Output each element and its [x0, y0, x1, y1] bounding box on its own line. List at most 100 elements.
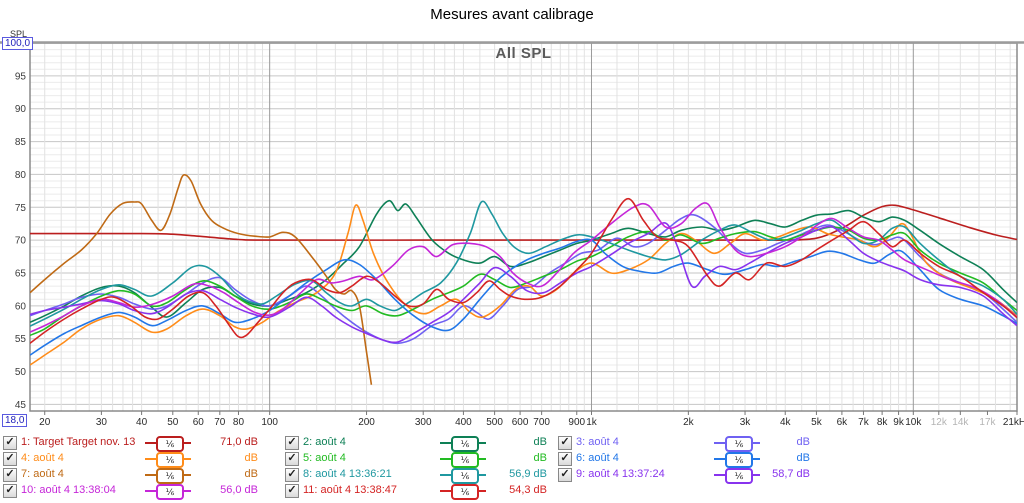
- x-axis-label: 21kHz: [1003, 417, 1024, 428]
- smoothing-badge[interactable]: ⅙: [156, 468, 184, 484]
- x-axis-min-input[interactable]: 18,0: [2, 414, 28, 427]
- legend-checkbox[interactable]: ✓: [285, 468, 299, 482]
- legend-label: 5: août 4: [303, 452, 346, 464]
- y-axis-name-label: SPL: [10, 29, 28, 39]
- spl-curves: [30, 174, 1017, 385]
- x-axis-label: 50: [167, 417, 179, 428]
- y-axis-label: 95: [15, 71, 27, 82]
- spl-curve-1: [30, 204, 1017, 242]
- smoothing-badge[interactable]: ⅙: [156, 484, 184, 500]
- legend-label: 4: août 4: [21, 452, 64, 464]
- x-axis-label: 1k: [586, 417, 598, 428]
- x-axis-labels: 20 30 40 50 60 70 80 100 200 300 400 500 600 700 900 1k…: [39, 411, 1024, 428]
- x-axis-label: 14k: [952, 417, 969, 428]
- smoothing-badge[interactable]: ⅙: [451, 484, 479, 500]
- smoothing-badge[interactable]: ⅙: [156, 436, 184, 452]
- y-axis-label: 65: [15, 269, 27, 280]
- legend-value: dB: [796, 452, 810, 464]
- legend-checkbox[interactable]: ✓: [3, 468, 17, 482]
- legend-label: 7: août 4: [21, 468, 64, 480]
- legend-label: 3: août 4: [576, 436, 619, 448]
- y-axis-label: 85: [15, 137, 27, 148]
- smoothing-badge[interactable]: ⅙: [725, 468, 753, 484]
- x-axis-label: 5k: [811, 417, 823, 428]
- y-axis-label: 45: [15, 400, 27, 411]
- smoothing-badge[interactable]: ⅙: [451, 468, 479, 484]
- legend-checkbox[interactable]: ✓: [3, 436, 17, 450]
- legend-label: 1: Target Target nov. 13: [21, 436, 136, 448]
- smoothing-badge[interactable]: ⅙: [451, 436, 479, 452]
- x-axis-label: 500: [486, 417, 503, 428]
- legend-value: dB: [533, 436, 547, 448]
- y-axis-labels: 95 90 85 80 75 70 65 60 55 50 45: [15, 71, 27, 411]
- x-axis-label: 80: [233, 417, 245, 428]
- spl-curve-4: [30, 204, 1017, 366]
- x-axis-label: 8k: [877, 417, 889, 428]
- legend-label: 8: août 4 13:36:21: [303, 468, 392, 480]
- x-axis-label: 9k: [893, 417, 905, 428]
- legend-value: dB: [533, 452, 547, 464]
- y-axis-label: 60: [15, 301, 27, 312]
- legend-checkbox[interactable]: ✓: [3, 452, 17, 466]
- spl-curve-2: [30, 199, 1017, 324]
- x-axis-label: 200: [358, 417, 375, 428]
- smoothing-badge[interactable]: ⅙: [725, 436, 753, 452]
- x-axis-label: 70: [214, 417, 226, 428]
- x-axis-label: 400: [455, 417, 472, 428]
- x-axis-label: 20: [39, 417, 51, 428]
- window-title: Mesures avant calibrage: [430, 6, 594, 23]
- x-axis-label: 900: [568, 417, 585, 428]
- legend-value: 56,0 dB: [220, 484, 258, 496]
- legend-value: dB: [244, 452, 258, 464]
- legend-checkbox[interactable]: ✓: [285, 436, 299, 450]
- spl-curve-3: [30, 213, 1017, 345]
- legend-label: 10: août 4 13:38:04: [21, 484, 116, 496]
- legend-value: 54,3 dB: [509, 484, 547, 496]
- x-axis-label: 17k: [979, 417, 996, 428]
- x-axis-label: 12k: [931, 417, 948, 428]
- legend-checkbox[interactable]: ✓: [558, 452, 572, 466]
- legend-label: 2: août 4: [303, 436, 346, 448]
- x-axis-label: 300: [415, 417, 432, 428]
- legend-value: 58,7 dB: [772, 468, 810, 480]
- legend-value: 56,9 dB: [509, 468, 547, 480]
- y-axis-label: 55: [15, 334, 27, 345]
- x-axis-label: 4k: [780, 417, 792, 428]
- legend-value: dB: [796, 436, 810, 448]
- legend-label: 9: août 4 13:37:24: [576, 468, 665, 480]
- smoothing-badge[interactable]: ⅙: [156, 452, 184, 468]
- y-axis-max-input[interactable]: 100,0: [2, 37, 34, 50]
- legend-value: dB: [244, 468, 258, 480]
- y-axis-label: 75: [15, 203, 27, 214]
- spl-curve-8: [30, 200, 1017, 327]
- smoothing-badge[interactable]: ⅙: [451, 452, 479, 468]
- y-axis-label: 90: [15, 104, 27, 115]
- x-axis-label: 7k: [858, 417, 870, 428]
- x-axis-label: 600: [512, 417, 529, 428]
- y-axis-label: 80: [15, 170, 27, 181]
- x-axis-label: 10k: [905, 417, 922, 428]
- x-axis-label: 2k: [683, 417, 695, 428]
- legend-value: 71,0 dB: [220, 436, 258, 448]
- x-axis-label: 60: [193, 417, 205, 428]
- spl-curve-7: [30, 174, 373, 385]
- x-axis-label: 700: [533, 417, 550, 428]
- legend-checkbox[interactable]: ✓: [558, 468, 572, 482]
- legend-checkbox[interactable]: ✓: [285, 452, 299, 466]
- graph-title: All SPL: [495, 45, 552, 62]
- x-axis-label: 100: [261, 417, 278, 428]
- x-axis-label: 6k: [837, 417, 849, 428]
- legend-label: 11: août 4 13:38:47: [303, 484, 397, 496]
- legend-checkbox[interactable]: ✓: [3, 484, 17, 498]
- spl-curve-6: [30, 238, 1017, 356]
- x-axis-label: 30: [96, 417, 108, 428]
- spl-curve-9: [30, 221, 1017, 344]
- smoothing-badge[interactable]: ⅙: [725, 452, 753, 468]
- spl-curve-5: [30, 226, 1017, 337]
- gridlines: [30, 43, 1017, 411]
- legend-checkbox[interactable]: ✓: [558, 436, 572, 450]
- legend-checkbox[interactable]: ✓: [285, 484, 299, 498]
- spl-curve-10: [30, 202, 1017, 333]
